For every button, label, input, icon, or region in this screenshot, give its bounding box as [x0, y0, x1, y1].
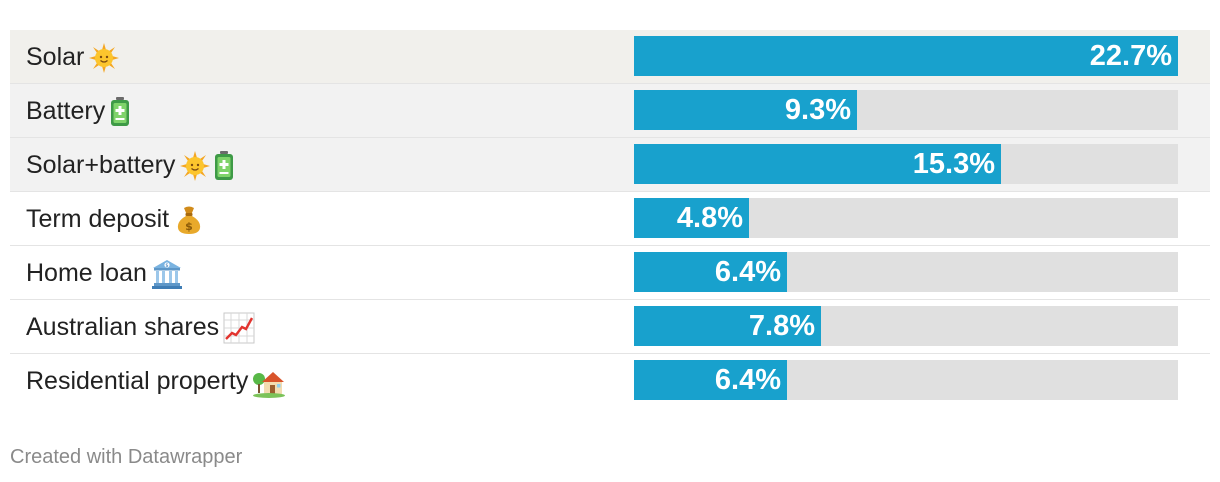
bar-track: 6.4% — [634, 252, 1178, 292]
bank-icon: $ — [151, 258, 183, 290]
bar: 15.3% — [634, 144, 1001, 184]
bar-track: 7.8% — [634, 306, 1178, 346]
bar: 4.8% — [634, 198, 749, 238]
row-label: Battery — [26, 84, 131, 138]
chart-row: Term deposit $4.8% — [10, 192, 1210, 246]
bar: 9.3% — [634, 90, 857, 130]
bar-value-label: 15.3% — [912, 148, 995, 180]
chart-row: Solar+battery 15.3% — [10, 138, 1210, 192]
chart-increasing-icon — [223, 312, 255, 344]
chart-row: Residential property 6.4% — [10, 354, 1210, 408]
battery-icon — [213, 150, 235, 182]
bar-track: 15.3% — [634, 144, 1178, 184]
bar-value-label: 6.4% — [714, 256, 781, 288]
row-label: Solar — [26, 30, 120, 84]
credit-footer: Created with Datawrapper — [10, 446, 243, 468]
row-label-text: Solar+battery — [26, 151, 176, 179]
row-label-text: Australian shares — [26, 313, 220, 341]
chart-row: Home loan $6.4% — [10, 246, 1210, 300]
row-label: Home loan $ — [26, 246, 183, 300]
bar-value-label: 6.4% — [714, 364, 781, 396]
row-label-text: Solar — [26, 43, 85, 71]
bar: 22.7% — [634, 36, 1178, 76]
row-label-text: Home loan — [26, 259, 147, 287]
chart-row: Australian shares 7.8% — [10, 300, 1210, 354]
svg-text:$: $ — [185, 220, 193, 233]
row-label: Residential property — [26, 354, 286, 408]
bar-value-label: 22.7% — [1089, 40, 1172, 72]
chart-row: Solar 22.7% — [10, 30, 1210, 84]
row-label-text: Battery — [26, 97, 106, 125]
bar-track: 6.4% — [634, 360, 1178, 400]
bar-value-label: 4.8% — [676, 202, 743, 234]
bar: 6.4% — [634, 360, 787, 400]
svg-text:$: $ — [165, 263, 168, 269]
bar-chart: Solar 22.7% Battery 9.3% Solar+battery 15.3% T… — [10, 30, 1210, 408]
bar-value-label: 9.3% — [784, 94, 851, 126]
bar-value-label: 7.8% — [748, 310, 815, 342]
row-label-text: Term deposit — [26, 205, 170, 233]
sun-icon — [88, 42, 120, 74]
row-label: Australian shares — [26, 300, 255, 354]
battery-icon — [109, 96, 131, 128]
sun-icon — [179, 150, 211, 182]
row-label-text: Residential property — [26, 367, 249, 395]
money-bag-icon: $ — [173, 204, 205, 236]
row-label: Solar+battery — [26, 138, 235, 192]
chart-row: Battery 9.3% — [10, 84, 1210, 138]
bar: 7.8% — [634, 306, 821, 346]
bar: 6.4% — [634, 252, 787, 292]
row-label: Term deposit $ — [26, 192, 205, 246]
bar-track: 9.3% — [634, 90, 1178, 130]
house-icon — [252, 366, 286, 399]
bar-track: 22.7% — [634, 36, 1178, 76]
bar-track: 4.8% — [634, 198, 1178, 238]
